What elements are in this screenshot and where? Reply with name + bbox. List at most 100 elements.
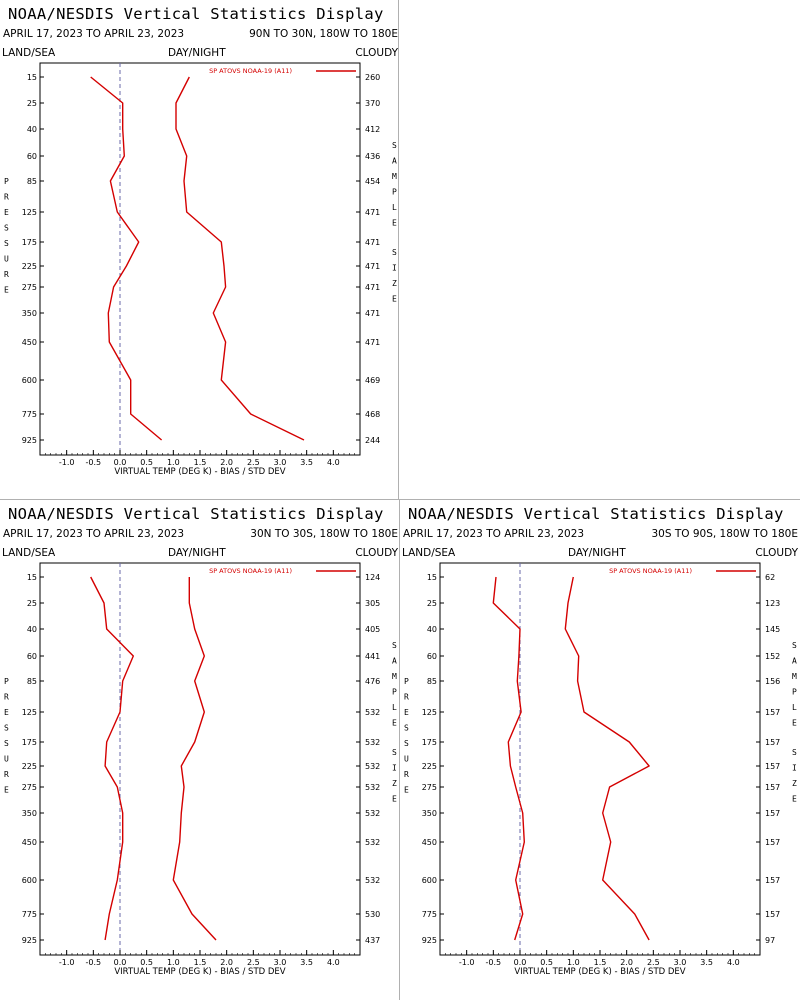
pressure-level-label: 15 <box>27 573 37 582</box>
sample-size-label: 471 <box>365 309 380 318</box>
sample-size-label: 157 <box>765 708 780 717</box>
sample-size-label: 532 <box>365 783 380 792</box>
sample-size-label: 471 <box>365 338 380 347</box>
sample-size-label: 471 <box>365 262 380 271</box>
pressure-level-label: 15 <box>27 73 37 82</box>
sample-size-label: 370 <box>365 99 380 108</box>
pressure-level-label: 40 <box>27 125 37 134</box>
vertical-stats-plot: -1.0 -0.5 0.0 0.5 1.0 1.5 2.0 2.5 3.0 3.5 4.0 VIRTU… <box>4 562 397 977</box>
x-tick-label: 3.0 <box>274 458 287 467</box>
x-axis-label: VIRTUAL TEMP (DEG K) - BIAS / STD DEV <box>114 467 285 477</box>
pressure-level-label: 450 <box>22 838 37 847</box>
day-night-label: DAY/NIGHT <box>168 47 226 59</box>
sample-size-label: 157 <box>765 809 780 818</box>
sample-size-label: 145 <box>765 625 780 634</box>
pressure-level-label: 450 <box>22 338 37 347</box>
region-label: 30S TO 90S, 180W TO 180E <box>651 528 798 540</box>
std-dev-line <box>172 577 217 941</box>
pressure-level-label: 225 <box>22 262 37 271</box>
pressure-level-label: 60 <box>427 652 437 661</box>
sample-size-label: 244 <box>365 436 380 445</box>
region-label: 30N TO 30S, 180W TO 180E <box>250 528 398 540</box>
x-tick-label: 1.5 <box>594 958 607 967</box>
x-tick-label: 2.5 <box>647 958 660 967</box>
x-tick-label: -0.5 <box>86 958 102 967</box>
sample-size-label: 476 <box>365 677 380 686</box>
sample-size-label: 157 <box>765 910 780 919</box>
pressure-level-label: 25 <box>427 599 437 608</box>
sample-size-label: 157 <box>765 762 780 771</box>
sample-size-label: 157 <box>765 783 780 792</box>
std-dev-line <box>564 576 650 941</box>
plot-frame <box>439 562 761 956</box>
cloudy-label: CLOUDY <box>355 547 398 559</box>
pressure-level-label: 175 <box>422 738 437 747</box>
pressure-level-label: 85 <box>27 677 37 686</box>
sample-size-label: 436 <box>365 152 380 161</box>
x-tick-label: -0.5 <box>486 958 502 967</box>
sample-size-label: 157 <box>765 738 780 747</box>
sample-size-label: 469 <box>365 376 380 385</box>
x-tick-label: 0.0 <box>114 958 127 967</box>
pressure-level-label: 60 <box>27 652 37 661</box>
pressure-level-label: 925 <box>22 936 37 945</box>
land-sea-label: LAND/SEA <box>2 47 56 59</box>
x-tick-label: 4.0 <box>727 958 740 967</box>
pressure-level-label: 85 <box>27 177 37 186</box>
pressure-level-label: 40 <box>27 625 37 634</box>
sample-size-label: 471 <box>365 238 380 247</box>
panel-title: NOAA/NESDIS Vertical Statistics Display <box>8 5 384 23</box>
panel-title: NOAA/NESDIS Vertical Statistics Display <box>8 505 384 523</box>
sample-size-label: 412 <box>365 125 380 134</box>
bias-line <box>90 576 135 941</box>
sample-size-label: 532 <box>365 738 380 747</box>
legend-label: SP ATOVS NOAA-19 (A11) <box>209 67 292 75</box>
std-dev-line <box>175 76 305 441</box>
sample-size-label: 97 <box>765 936 775 945</box>
sample-size-label: 532 <box>365 708 380 717</box>
sample-size-label: 156 <box>765 677 780 686</box>
x-tick-label: 4.0 <box>327 458 340 467</box>
sample-size-label: 471 <box>365 283 380 292</box>
pressure-level-label: 775 <box>22 410 37 419</box>
pressure-level-label: 275 <box>22 783 37 792</box>
x-tick-label: 2.0 <box>620 958 633 967</box>
sample-size-label: 454 <box>365 177 380 186</box>
legend-label: SP ATOVS NOAA-19 (A11) <box>209 567 292 575</box>
sample-size-label: 123 <box>765 599 780 608</box>
x-tick-label: 1.0 <box>167 458 180 467</box>
sample-size-label: 532 <box>365 809 380 818</box>
x-axis-label: VIRTUAL TEMP (DEG K) - BIAS / STD DEV <box>114 967 285 977</box>
x-tick-label: 0.0 <box>514 958 527 967</box>
sample-size-label: 437 <box>365 936 380 945</box>
x-axis-label: VIRTUAL TEMP (DEG K) - BIAS / STD DEV <box>514 967 685 977</box>
cloudy-label: CLOUDY <box>755 547 798 559</box>
pressure-level-label: 175 <box>22 238 37 247</box>
x-tick-label: 4.0 <box>327 958 340 967</box>
x-tick-label: -1.0 <box>459 958 475 967</box>
pressure-level-label: 225 <box>422 762 437 771</box>
sample-size-label: 471 <box>365 208 380 217</box>
x-tick-label: -0.5 <box>86 458 102 467</box>
pressure-level-label: 60 <box>27 152 37 161</box>
chart-panel-2: NOAA/NESDIS Vertical Statistics Display … <box>0 500 400 1000</box>
x-tick-label: 1.5 <box>194 458 207 467</box>
horizontal-divider <box>0 499 800 500</box>
sample-size-label: 532 <box>365 762 380 771</box>
pressure-level-label: 125 <box>22 208 37 217</box>
pressure-level-label: 15 <box>427 573 437 582</box>
x-tick-label: 0.5 <box>140 958 153 967</box>
pressure-level-label: 450 <box>422 838 437 847</box>
pressure-level-label: 775 <box>22 910 37 919</box>
vertical-stats-plot: -1.0 -0.5 0.0 0.5 1.0 1.5 2.0 2.5 3.0 3.5 4.0 VIRTU… <box>404 562 797 977</box>
pressure-level-label: 40 <box>427 625 437 634</box>
plot-frame <box>39 562 361 956</box>
x-tick-label: 1.5 <box>194 958 207 967</box>
sample-size-label: 157 <box>765 876 780 885</box>
x-tick-label: 3.0 <box>274 958 287 967</box>
x-tick-label: 1.0 <box>567 958 580 967</box>
sample-size-label: 260 <box>365 73 380 82</box>
pressure-level-label: 775 <box>422 910 437 919</box>
